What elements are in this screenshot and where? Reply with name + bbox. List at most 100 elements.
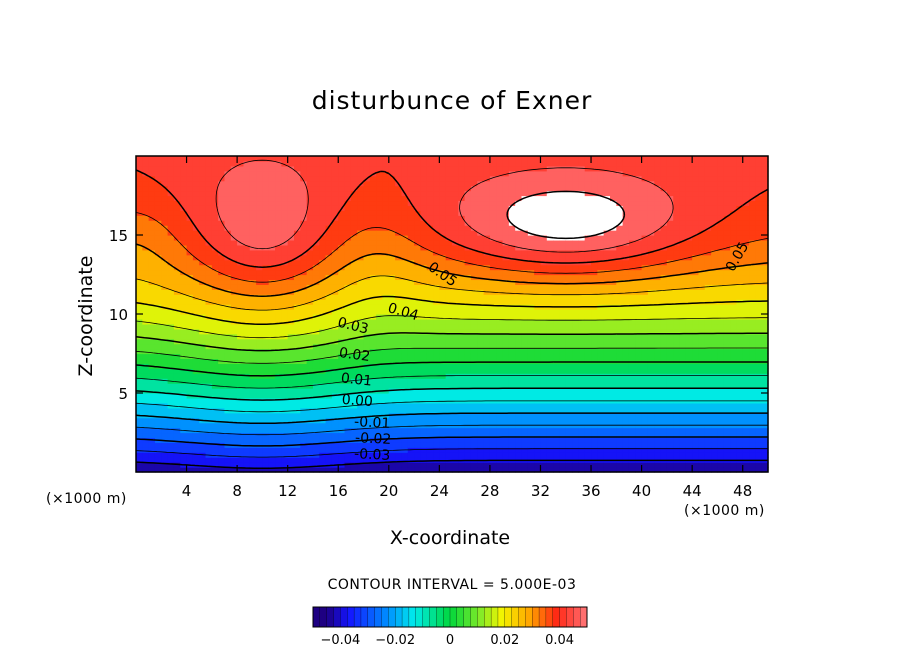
field-cell: [350, 269, 358, 276]
field-cell: [357, 210, 365, 216]
field-cell: [325, 304, 333, 310]
field-cell: [211, 338, 219, 345]
field-cell: [559, 170, 567, 177]
field-cell: [521, 185, 529, 192]
field-cell: [464, 402, 472, 409]
field-cell: [306, 457, 314, 463]
field-cell: [154, 215, 162, 221]
field-cell: [521, 170, 529, 177]
field-cell: [407, 190, 415, 197]
field-cell: [489, 239, 497, 246]
field-cell: [262, 323, 270, 330]
field-cell: [218, 264, 226, 271]
field-cell: [268, 422, 276, 429]
field-cell: [275, 274, 282, 281]
field-cell: [344, 358, 352, 364]
field-cell: [521, 378, 529, 384]
field-cell: [319, 412, 327, 419]
field-cell: [534, 452, 542, 458]
field-cell: [515, 205, 523, 211]
field-cell: [534, 314, 542, 320]
field-cell: [275, 269, 282, 276]
field-cell: [211, 299, 219, 305]
field-cell: [477, 393, 485, 399]
field-cell: [306, 230, 314, 236]
field-cell: [610, 269, 617, 276]
field-cell: [148, 220, 156, 226]
field-cell: [306, 180, 314, 187]
field-cell: [395, 427, 403, 434]
field-cell: [414, 200, 421, 206]
field-cell: [369, 328, 377, 335]
field-cell: [230, 170, 238, 177]
field-cell: [515, 314, 523, 320]
field-cell: [483, 427, 491, 434]
field-cell: [237, 264, 245, 271]
field-cell: [433, 457, 440, 463]
field-cell: [268, 175, 276, 182]
field-cell: [603, 170, 611, 177]
field-cell: [388, 274, 396, 281]
field-cell: [591, 274, 598, 281]
field-cell: [458, 160, 466, 167]
field-cell: [180, 220, 188, 226]
field-cell: [205, 244, 213, 251]
field-cell: [180, 294, 188, 300]
field-cell: [205, 156, 213, 162]
field-cell: [369, 215, 377, 221]
field-cell: [344, 333, 352, 340]
field-cell: [173, 244, 181, 251]
field-cell: [496, 156, 504, 162]
field-cell: [230, 200, 238, 206]
field-cell: [325, 210, 333, 216]
field-cell: [294, 378, 301, 384]
field-cell: [458, 368, 466, 374]
field-cell: [597, 220, 605, 226]
field-cell: [173, 388, 181, 394]
field-cell: [515, 269, 523, 276]
field-cell: [489, 284, 497, 290]
field-cell: [319, 190, 327, 197]
field-cell: [420, 348, 428, 355]
field-cell: [167, 180, 175, 187]
field-cell: [584, 452, 592, 458]
field-cell: [470, 442, 478, 448]
field-cell: [452, 358, 459, 364]
field-cell: [224, 452, 232, 458]
field-cell: [281, 373, 289, 379]
field-cell: [559, 343, 567, 350]
field-cell: [616, 427, 624, 434]
field-cell: [489, 215, 497, 221]
field-cell: [534, 284, 542, 290]
field-cell: [622, 170, 630, 177]
field-cell: [142, 230, 150, 236]
field-cell: [426, 378, 434, 384]
field-cell: [167, 304, 175, 310]
field-cell: [319, 457, 327, 463]
field-cell: [496, 432, 504, 439]
field-cell: [306, 309, 314, 315]
field-cell: [420, 309, 428, 315]
field-cell: [540, 215, 548, 221]
field-cell: [578, 378, 586, 384]
field-cell: [142, 328, 150, 335]
field-cell: [306, 363, 314, 369]
field-cell: [546, 215, 554, 221]
field-cell: [388, 185, 396, 192]
field-cell: [382, 383, 390, 389]
field-cell: [401, 353, 409, 360]
field-cell: [256, 467, 263, 473]
field-cell: [489, 467, 497, 473]
field-cell: [205, 353, 213, 360]
field-cell: [268, 343, 276, 350]
field-cell: [496, 205, 504, 211]
field-cell: [610, 230, 617, 236]
field-cell: [426, 239, 434, 246]
field-cell: [458, 388, 466, 394]
field-cell: [540, 170, 548, 177]
field-cell: [186, 333, 194, 340]
field-cell: [173, 160, 181, 167]
field-cell: [407, 378, 415, 384]
field-cell: [363, 323, 371, 330]
field-cell: [452, 432, 459, 439]
